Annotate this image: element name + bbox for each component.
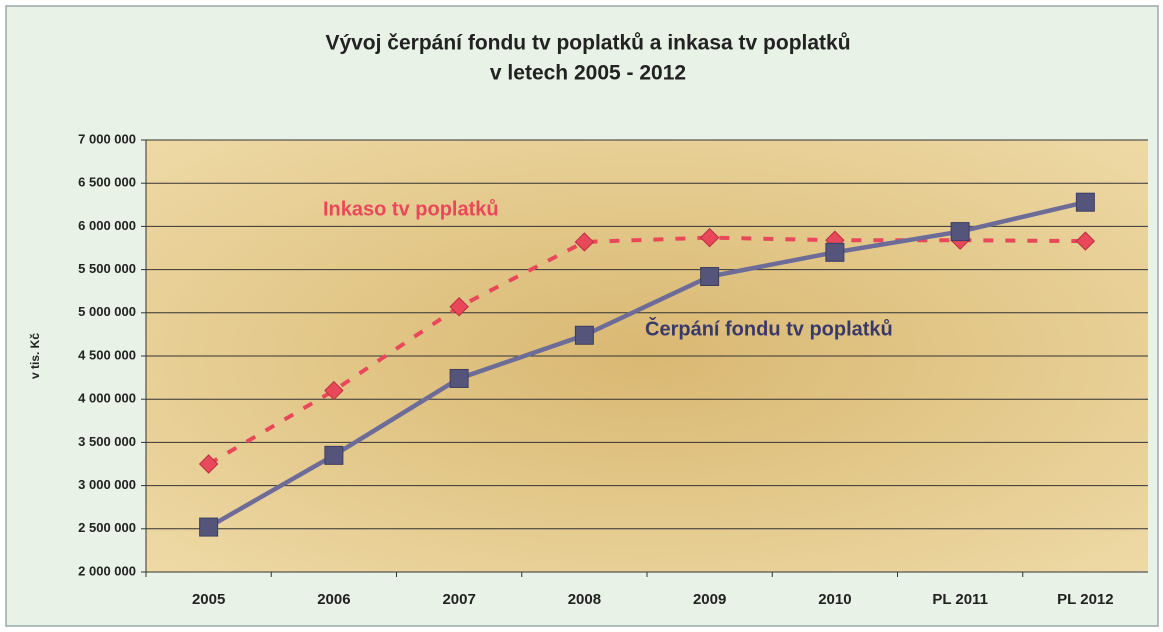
point-marker: [825, 242, 845, 262]
point-marker: [324, 380, 344, 401]
series-label: Čerpání fondu tv poplatků: [645, 316, 893, 340]
y-axis-label: v tis. Kč: [28, 333, 42, 379]
y-tick-label: 6 000 000: [78, 218, 136, 233]
chart-title: Vývoj čerpání fondu tv poplatků a inkasa…: [325, 32, 850, 55]
y-tick-label: 5 000 000: [78, 304, 136, 319]
point-marker: [449, 297, 469, 317]
point-marker: [574, 325, 594, 345]
x-tick-label: 2008: [568, 591, 601, 608]
x-tick-label: 2009: [693, 591, 726, 608]
x-tick-label: 2007: [442, 591, 475, 608]
y-tick-label: 3 000 000: [78, 477, 136, 492]
y-tick-label: 2 500 000: [78, 520, 136, 535]
series-label: Inkaso tv poplatků: [323, 198, 499, 220]
y-tick-label: 3 500 000: [78, 434, 136, 449]
x-tick-label: PL 2012: [1057, 591, 1113, 608]
y-tick-label: 4 000 000: [78, 391, 136, 406]
y-tick-label: 4 500 000: [78, 347, 136, 362]
y-tick-label: 6 500 000: [78, 175, 136, 190]
x-tick-label: PL 2011: [932, 591, 988, 608]
point-marker: [699, 227, 720, 248]
x-tick-label: 2006: [317, 591, 350, 608]
point-marker: [700, 267, 720, 287]
point-marker: [199, 517, 219, 537]
point-marker: [574, 232, 595, 252]
x-tick-label: 2005: [192, 591, 225, 608]
chart-subtitle: v letech 2005 - 2012: [490, 62, 686, 85]
y-tick-label: 2 000 000: [78, 563, 136, 578]
y-tick-label: 7 000 000: [78, 131, 136, 146]
point-marker: [449, 368, 469, 388]
series-line: [207, 200, 1086, 530]
point-marker: [950, 222, 970, 242]
point-marker: [324, 445, 344, 465]
point-marker: [1075, 192, 1095, 212]
x-tick-label: 2010: [818, 591, 851, 608]
y-tick-label: 5 500 000: [78, 261, 136, 276]
point-marker: [1075, 231, 1096, 251]
point-marker: [198, 454, 219, 474]
